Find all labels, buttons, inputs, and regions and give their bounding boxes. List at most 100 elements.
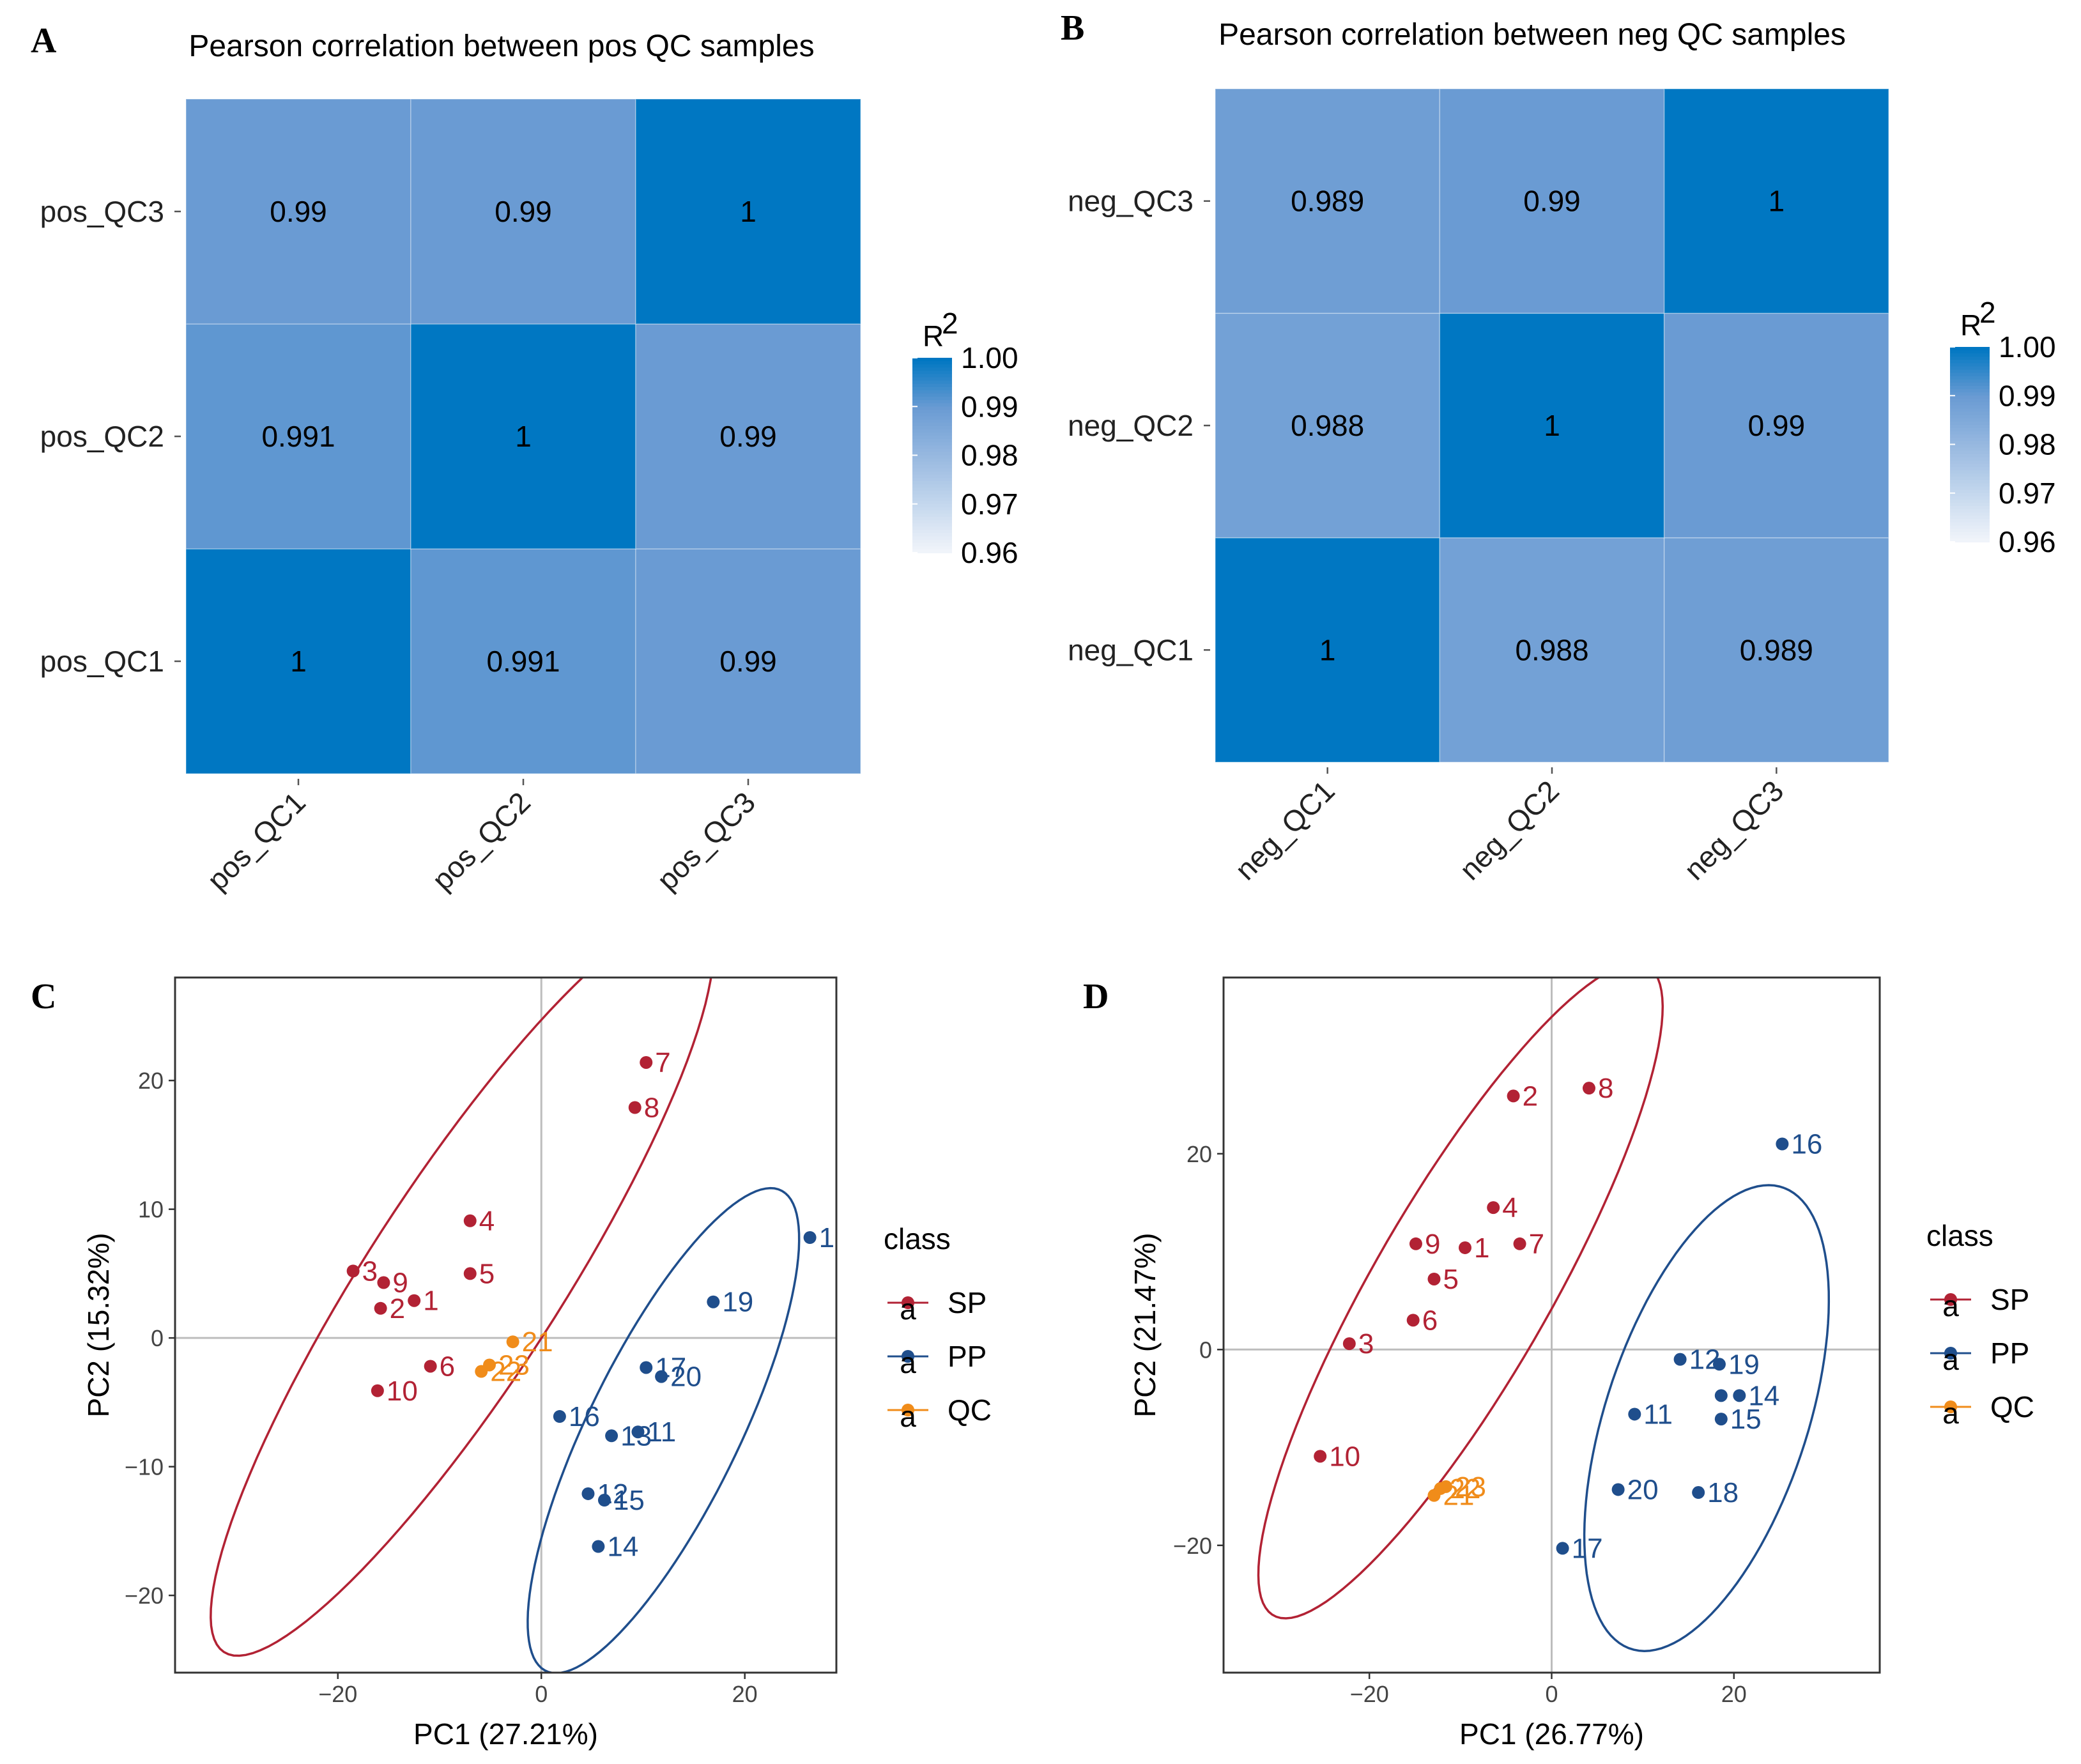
confidence-ellipse-pp xyxy=(526,1186,801,1673)
colorbar-segment xyxy=(1950,496,1990,500)
plot-frame xyxy=(174,976,838,1674)
colorbar-segment xyxy=(912,419,952,424)
x-tick-label: −20 xyxy=(318,1681,357,1707)
legend-label-pp: PP xyxy=(948,1340,987,1373)
data-point-label: 19 xyxy=(1728,1349,1760,1380)
colorbar-segment xyxy=(1950,535,1990,539)
data-point-label: 5 xyxy=(1443,1264,1458,1295)
colorbar-segment xyxy=(912,403,952,408)
y-tick-label: 20 xyxy=(138,1068,164,1094)
y-tick-label: neg_QC1 xyxy=(1068,633,1194,666)
data-point-label: 3 xyxy=(362,1255,378,1287)
data-point-pp xyxy=(1673,1353,1687,1366)
data-point-label: 1 xyxy=(1474,1232,1489,1264)
heatmap-cell-value: 0.99 xyxy=(1523,185,1581,218)
data-point-label: 19 xyxy=(722,1287,753,1318)
legend-title-superscript: 2 xyxy=(1979,296,1996,329)
data-point-pp xyxy=(1714,1389,1728,1402)
colorbar-segment xyxy=(912,416,952,420)
heatmap-cell-value: 0.991 xyxy=(486,645,560,678)
y-tick-label: −10 xyxy=(125,1454,164,1480)
y-axis-title: PC2 (15.32%) xyxy=(82,1233,115,1418)
colorbar-segment xyxy=(912,520,952,525)
heatmap-cell xyxy=(1663,88,1889,314)
legend-key-point xyxy=(1944,1293,1957,1306)
data-point-pp xyxy=(1712,1358,1726,1371)
legend-key-glyph: a xyxy=(900,1292,916,1326)
x-axis-title: PC1 (27.21%) xyxy=(413,1717,598,1751)
heatmap-cell-value: 1 xyxy=(1544,409,1560,442)
x-tick-label: neg_QC2 xyxy=(1453,774,1565,886)
data-point-pp xyxy=(707,1295,720,1308)
data-point-pp xyxy=(1714,1413,1728,1426)
panel-letter-b: B xyxy=(1061,8,1084,48)
data-point-label: 14 xyxy=(1748,1380,1779,1411)
data-point-sp xyxy=(640,1055,653,1069)
x-tick-label: neg_QC3 xyxy=(1677,774,1790,886)
colorbar-segment xyxy=(912,510,952,514)
y-tick-label: pos_QC2 xyxy=(40,420,164,453)
colorbar-segment xyxy=(1950,372,1990,377)
colorbar-segment xyxy=(1950,444,1990,449)
heatmap-cell xyxy=(1663,537,1889,763)
heatmap-cell xyxy=(410,98,636,325)
x-tick-label: pos_QC2 xyxy=(426,785,537,896)
colorbar-segment xyxy=(912,484,952,489)
colorbar-segment xyxy=(1950,516,1990,520)
colorbar-segment xyxy=(1950,454,1990,458)
colorbar-segment xyxy=(1950,357,1990,361)
colorbar-segment xyxy=(912,410,952,414)
colorbar-segment xyxy=(912,458,952,463)
heatmap-panel-a: Pearson correlation between pos QC sampl… xyxy=(40,29,1018,896)
legend-key-glyph: a xyxy=(900,1400,916,1433)
colorbar-segment xyxy=(1950,392,1990,397)
colorbar-segment xyxy=(1950,353,1990,358)
colorbar-segment xyxy=(1950,408,1990,413)
heatmap-cell xyxy=(1439,537,1665,763)
heatmap-cell xyxy=(410,323,636,549)
colorbar-segment xyxy=(1950,489,1990,494)
heatmap-panel-b: Pearson correlation between neg QC sampl… xyxy=(1068,18,2055,886)
legend-label-sp: SP xyxy=(948,1286,987,1319)
heatmap-cell-value: 0.988 xyxy=(1515,633,1588,666)
heatmap-cell xyxy=(185,323,411,549)
colorbar-segment xyxy=(912,397,952,401)
colorbar-segment xyxy=(912,383,952,388)
legend-title: class xyxy=(1926,1219,1993,1252)
heatmap-cell-value: 0.989 xyxy=(1740,633,1813,666)
colorbar-segment xyxy=(1950,528,1990,533)
heatmap-cell-value: 0.99 xyxy=(495,195,552,228)
data-point-label: 7 xyxy=(655,1047,670,1078)
colorbar-segment xyxy=(912,449,952,453)
colorbar-segment xyxy=(1950,425,1990,429)
colorbar-tick-label: 0.99 xyxy=(961,390,1018,423)
data-point-label: 11 xyxy=(1643,1399,1673,1430)
data-point-pp xyxy=(597,1494,611,1507)
heatmap-cell-value: 1 xyxy=(1769,185,1785,218)
colorbar-segment xyxy=(1950,350,1990,355)
heatmap-cell-value: 1 xyxy=(290,645,307,678)
panel-letter-a: A xyxy=(31,21,57,61)
colorbar-segment xyxy=(912,530,952,534)
legend-label-qc: QC xyxy=(1990,1390,2034,1423)
colorbar-legend: R21.00 0.99 0.98 0.97 0.96 xyxy=(912,307,1018,569)
x-axis-title: PC1 (26.77%) xyxy=(1459,1717,1644,1751)
data-point-sp xyxy=(1507,1089,1520,1103)
data-point-sp xyxy=(377,1276,390,1289)
colorbar-segment xyxy=(1950,363,1990,367)
colorbar-segment xyxy=(1950,386,1990,390)
legend-title: R xyxy=(923,319,944,353)
heatmap-cell xyxy=(635,98,861,325)
heatmap-cell xyxy=(1215,537,1441,763)
colorbar-tick-label: 0.96 xyxy=(1999,525,2056,558)
colorbar-segment xyxy=(912,494,952,498)
colorbar-segment xyxy=(912,461,952,466)
colorbar-segment xyxy=(1950,450,1990,455)
data-point-sp xyxy=(463,1214,477,1227)
colorbar-segment xyxy=(1950,421,1990,426)
data-point-label: 1 xyxy=(819,1222,834,1254)
colorbar-segment xyxy=(912,500,952,505)
colorbar-segment xyxy=(1950,438,1990,442)
data-point-pp xyxy=(592,1540,605,1553)
colorbar-segment xyxy=(912,546,952,550)
